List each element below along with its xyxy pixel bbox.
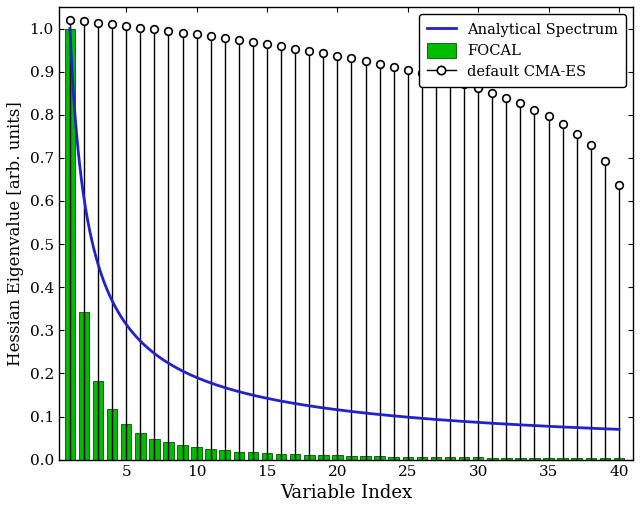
- Bar: [374, 456, 385, 460]
- Bar: [388, 457, 399, 460]
- Bar: [600, 458, 610, 460]
- Bar: [473, 458, 483, 460]
- Bar: [177, 445, 188, 460]
- Bar: [248, 453, 258, 460]
- Bar: [557, 458, 568, 460]
- Bar: [135, 433, 145, 460]
- Bar: [79, 313, 89, 460]
- Y-axis label: Hessian Eigenvalue [arb. units]: Hessian Eigenvalue [arb. units]: [7, 101, 24, 365]
- Bar: [290, 455, 300, 460]
- Bar: [276, 454, 286, 460]
- Bar: [459, 457, 469, 460]
- Bar: [487, 458, 497, 460]
- Bar: [403, 457, 413, 460]
- Bar: [417, 457, 427, 460]
- Bar: [304, 455, 314, 460]
- Bar: [149, 439, 159, 460]
- Bar: [205, 449, 216, 460]
- Bar: [445, 457, 455, 460]
- Legend: Analytical Spectrum, FOCAL, default CMA-ES: Analytical Spectrum, FOCAL, default CMA-…: [419, 14, 626, 87]
- Bar: [572, 458, 582, 460]
- Bar: [65, 29, 75, 460]
- Bar: [107, 409, 117, 460]
- Bar: [360, 456, 371, 460]
- Bar: [318, 455, 328, 460]
- Bar: [346, 456, 356, 460]
- X-axis label: Variable Index: Variable Index: [280, 484, 412, 502]
- Bar: [262, 453, 272, 460]
- Bar: [220, 450, 230, 460]
- Bar: [543, 458, 554, 460]
- Bar: [614, 458, 624, 460]
- Bar: [163, 442, 173, 460]
- Bar: [501, 458, 511, 460]
- Bar: [332, 456, 342, 460]
- Bar: [529, 458, 540, 460]
- Bar: [515, 458, 525, 460]
- Bar: [431, 457, 441, 460]
- Bar: [93, 381, 103, 460]
- Bar: [121, 424, 131, 460]
- Bar: [586, 458, 596, 460]
- Bar: [234, 451, 244, 460]
- Bar: [191, 447, 202, 460]
